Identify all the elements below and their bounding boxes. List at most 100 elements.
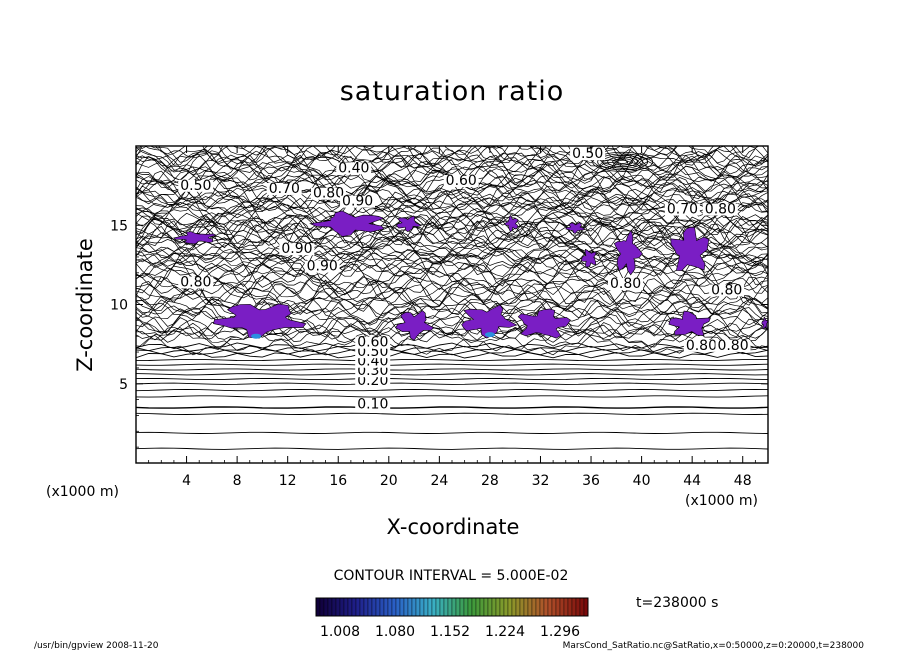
- contour-line: [136, 345, 768, 353]
- x-axis-unit: (x1000 m): [685, 493, 758, 509]
- x-tick-label: 48: [734, 473, 752, 489]
- colorbar-segment: [343, 597, 349, 617]
- contour-line: [136, 252, 768, 281]
- contour-label-bg: [355, 365, 391, 378]
- colorbar-segment: [475, 597, 481, 617]
- contour-line: [136, 406, 768, 409]
- colorbar-segment: [443, 597, 449, 617]
- contour-line: [136, 146, 768, 169]
- supersaturated-region: [173, 231, 217, 245]
- contour-line: [136, 213, 768, 236]
- colorbar-segment: [471, 597, 477, 617]
- contour-line: [136, 377, 768, 381]
- colorbar-segment: [479, 597, 485, 617]
- colorbar-segment: [383, 597, 389, 617]
- x-tick-label: 32: [532, 473, 550, 489]
- supersaturated-region: [580, 248, 597, 268]
- x-tick-label: 8: [233, 473, 242, 489]
- contour-label: 0.90: [342, 194, 373, 210]
- colorbar-segment: [531, 597, 537, 617]
- contour-label-bg: [355, 346, 391, 359]
- colorbar-segment: [555, 597, 561, 617]
- contour-label: 0.80: [313, 186, 344, 202]
- contour-label: 0.80: [705, 202, 736, 218]
- supersaturated-region: [668, 310, 711, 337]
- colorbar-tick-label: 1.080: [375, 624, 415, 640]
- contour-line: [592, 151, 654, 172]
- x-tick-label: 4: [182, 473, 191, 489]
- colorbar-segment: [483, 597, 489, 617]
- contour-line: [136, 228, 768, 251]
- x-tick-label: 16: [329, 473, 347, 489]
- contour-line: [136, 261, 768, 290]
- colorbar-tick-label: 1.296: [540, 624, 580, 640]
- colorbar-segment: [547, 597, 553, 617]
- contour-line: [136, 256, 768, 273]
- colorbar-segment: [367, 597, 373, 617]
- colorbar-segment: [499, 597, 505, 617]
- colorbar-segment: [463, 597, 469, 617]
- contour-label: 0.60: [446, 173, 477, 189]
- contour-line: [136, 146, 760, 158]
- colorbar-segment: [447, 597, 453, 617]
- colorbar-segment: [339, 597, 345, 617]
- colorbar-segment: [519, 597, 525, 617]
- colorbar-segment: [399, 597, 405, 617]
- contour-line: [136, 348, 768, 356]
- supersaturated-region: [309, 210, 385, 237]
- contour-label-bg: [715, 339, 751, 352]
- contour-line: [136, 189, 768, 214]
- contour-label-bg: [355, 355, 391, 368]
- contour-line: [136, 196, 768, 212]
- contour-line: [136, 233, 768, 254]
- colorbar-segment: [503, 597, 509, 617]
- contour-line: [136, 431, 768, 434]
- colorbar-segment: [451, 597, 457, 617]
- contour-label: 0.50: [180, 178, 211, 194]
- colorbar-segment: [423, 597, 429, 617]
- colorbar-segment: [403, 597, 409, 617]
- colorbar-segment: [391, 597, 397, 617]
- contour-label: 0.70: [269, 181, 300, 197]
- colorbar-segment: [379, 597, 385, 617]
- contour-label-bg: [355, 336, 391, 349]
- contour-line: [136, 389, 768, 392]
- colorbar-segment: [523, 597, 529, 617]
- contour-line: [136, 197, 768, 227]
- colorbar-segment: [359, 597, 365, 617]
- contour-line: [136, 276, 768, 296]
- supersaturated-region: [395, 310, 435, 341]
- colorbar-segment: [351, 597, 357, 617]
- contour-label-bg: [178, 276, 214, 289]
- contour-label-bg: [266, 182, 302, 195]
- colorbar-segment: [571, 597, 577, 617]
- contour-label-bg: [570, 148, 606, 161]
- supersaturated-region: [761, 316, 768, 330]
- contour-label-bg: [355, 398, 391, 411]
- x-tick-label: 12: [279, 473, 297, 489]
- contour-line: [136, 147, 768, 173]
- colorbar-segment: [327, 597, 333, 617]
- colorbar-segment: [467, 597, 473, 617]
- colorbar-segment: [375, 597, 381, 617]
- colorbar-segment: [315, 597, 321, 617]
- time-label: t=238000 s: [636, 595, 719, 611]
- colorbar-segment: [323, 597, 329, 617]
- colorbar-segment: [411, 597, 417, 617]
- contour-label: 0.80: [180, 274, 211, 290]
- contour-line: [136, 274, 768, 304]
- colorbar-segment: [331, 597, 337, 617]
- colorbar-segment: [435, 597, 441, 617]
- supersaturated-region: [670, 226, 710, 271]
- colorbar-segment: [543, 597, 549, 617]
- contour-line: [136, 206, 768, 230]
- supersaturated-region: [613, 229, 643, 276]
- contour-label-bg: [178, 179, 214, 192]
- contour-label-bg: [355, 374, 391, 387]
- contour-line: [136, 363, 768, 366]
- x-tick-label: 24: [430, 473, 448, 489]
- contour-line: [136, 146, 768, 164]
- contour-label: 0.80: [711, 282, 742, 298]
- contour-line: [136, 342, 768, 349]
- colorbar-segment: [567, 597, 573, 617]
